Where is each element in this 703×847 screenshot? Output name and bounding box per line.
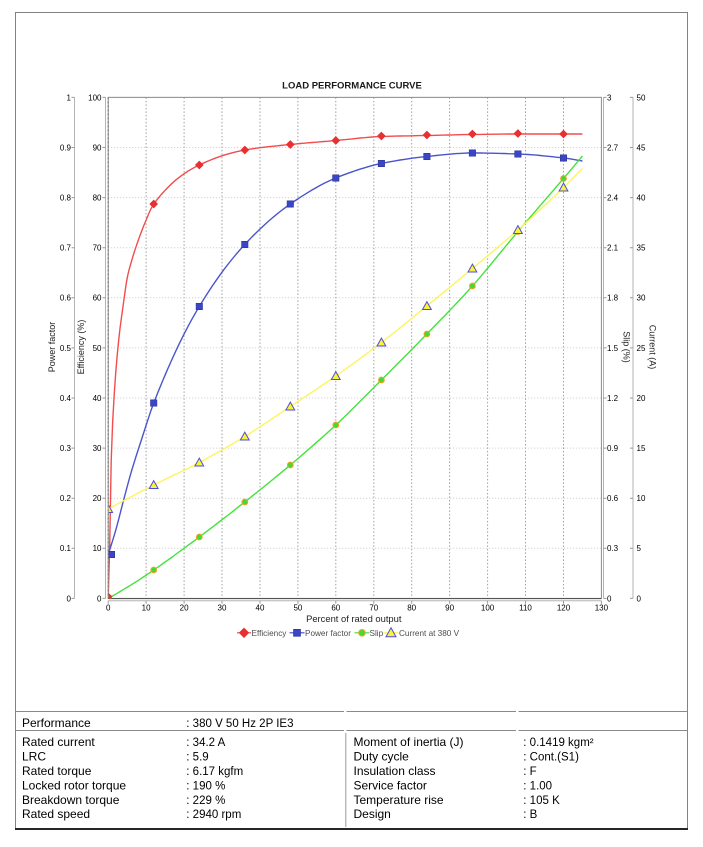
svg-text:35: 35 [637,244,646,253]
svg-text:30: 30 [218,604,227,613]
svg-text:110: 110 [519,604,532,613]
svg-text:70: 70 [369,604,378,613]
svg-text:2.7: 2.7 [607,143,619,152]
svg-text:: 0.1419 kgm²: : 0.1419 kgm² [523,737,593,749]
svg-text:20: 20 [180,604,189,613]
svg-text:Power factor: Power factor [47,322,57,373]
svg-text:20: 20 [637,394,646,403]
svg-text:0: 0 [607,594,612,603]
svg-text:100: 100 [88,93,102,102]
svg-text:Percent of rated output: Percent of rated output [306,613,402,624]
svg-text:2.4: 2.4 [607,194,619,203]
svg-text:Insulation class: Insulation class [354,764,436,778]
svg-text:Performance: Performance [22,716,91,730]
svg-text:50: 50 [93,344,102,353]
svg-text:0.9: 0.9 [60,143,72,152]
svg-text:0.9: 0.9 [607,444,619,453]
svg-text:40: 40 [256,604,265,613]
svg-text:Rated current: Rated current [22,735,95,749]
svg-text:10: 10 [142,604,151,613]
svg-text:0.2: 0.2 [60,494,72,503]
svg-text:Locked rotor torque: Locked rotor torque [22,778,126,792]
svg-text:: 6.17 kgfm: : 6.17 kgfm [186,766,243,778]
svg-text:: 380 V 50 Hz 2P IE3: : 380 V 50 Hz 2P IE3 [186,718,293,730]
svg-text:50: 50 [293,604,302,613]
svg-text:60: 60 [93,294,102,303]
svg-text:120: 120 [557,604,571,613]
svg-text:: 5.9: : 5.9 [186,752,208,764]
svg-text:90: 90 [93,143,102,152]
svg-text:0.7: 0.7 [60,244,72,253]
svg-text:: 190 %: : 190 % [186,780,225,792]
svg-text:: B: : B [523,809,537,821]
svg-text:: 34.2 A: : 34.2 A [186,737,225,749]
svg-text:0.1: 0.1 [60,544,72,553]
svg-text:: 105 K: : 105 K [523,795,560,807]
svg-text:LOAD PERFORMANCE CURVE: LOAD PERFORMANCE CURVE [282,81,422,92]
svg-text:Efficiency: Efficiency [252,629,288,638]
svg-text:0: 0 [97,594,102,603]
svg-text:40: 40 [93,394,102,403]
svg-text:50: 50 [637,93,646,102]
svg-text:130: 130 [595,604,609,613]
svg-text:Slip (%): Slip (%) [622,331,632,363]
svg-text:Current at 380 V: Current at 380 V [399,629,460,638]
svg-text:0: 0 [106,604,111,613]
svg-text:: F: : F [523,766,536,778]
svg-text:0.4: 0.4 [60,394,72,403]
svg-text:: 2940 rpm: : 2940 rpm [186,809,241,821]
svg-text:10: 10 [93,544,102,553]
svg-text:0.3: 0.3 [607,544,619,553]
svg-text:Breakdown torque: Breakdown torque [22,793,120,807]
svg-text:20: 20 [93,494,102,503]
svg-text:: 1.00: : 1.00 [523,780,552,792]
svg-text:Design: Design [354,807,391,821]
svg-text:LRC: LRC [22,750,46,764]
svg-text:0.5: 0.5 [60,344,72,353]
svg-text:: Cont.(S1): : Cont.(S1) [523,752,579,764]
svg-text:Power factor: Power factor [305,629,351,638]
svg-text:0.6: 0.6 [607,494,619,503]
svg-text:3: 3 [607,93,612,102]
svg-text:2.1: 2.1 [607,244,619,253]
svg-text:5: 5 [637,544,642,553]
svg-text:0.8: 0.8 [60,194,72,203]
svg-text:Efficiency (%): Efficiency (%) [76,320,86,375]
svg-text:0.6: 0.6 [60,294,72,303]
svg-text:10: 10 [637,494,646,503]
svg-text:30: 30 [637,294,646,303]
svg-text:70: 70 [93,244,102,253]
svg-text:25: 25 [637,344,646,353]
svg-text:Moment of inertia (J): Moment of inertia (J) [354,735,464,749]
svg-text:1: 1 [67,93,72,102]
svg-text:80: 80 [407,604,416,613]
svg-text:15: 15 [637,444,646,453]
svg-text:1.8: 1.8 [607,294,619,303]
svg-text:90: 90 [445,604,454,613]
svg-text:80: 80 [93,194,102,203]
svg-text:100: 100 [481,604,495,613]
svg-text:Temperature rise: Temperature rise [354,793,444,807]
svg-text:0.3: 0.3 [60,444,72,453]
svg-text:40: 40 [637,194,646,203]
svg-text:Rated speed: Rated speed [22,807,90,821]
svg-text:0: 0 [67,594,72,603]
svg-text:Service factor: Service factor [354,778,427,792]
svg-text:1.5: 1.5 [607,344,619,353]
svg-text:: 229 %: : 229 % [186,795,225,807]
svg-text:Duty cycle: Duty cycle [354,750,410,764]
svg-text:Rated torque: Rated torque [22,764,92,778]
svg-text:45: 45 [637,143,646,152]
svg-text:60: 60 [331,604,340,613]
svg-text:0: 0 [637,594,642,603]
svg-text:Current (A): Current (A) [648,325,658,370]
svg-text:30: 30 [93,444,102,453]
svg-text:1.2: 1.2 [607,394,619,403]
svg-text:Slip: Slip [370,629,384,638]
